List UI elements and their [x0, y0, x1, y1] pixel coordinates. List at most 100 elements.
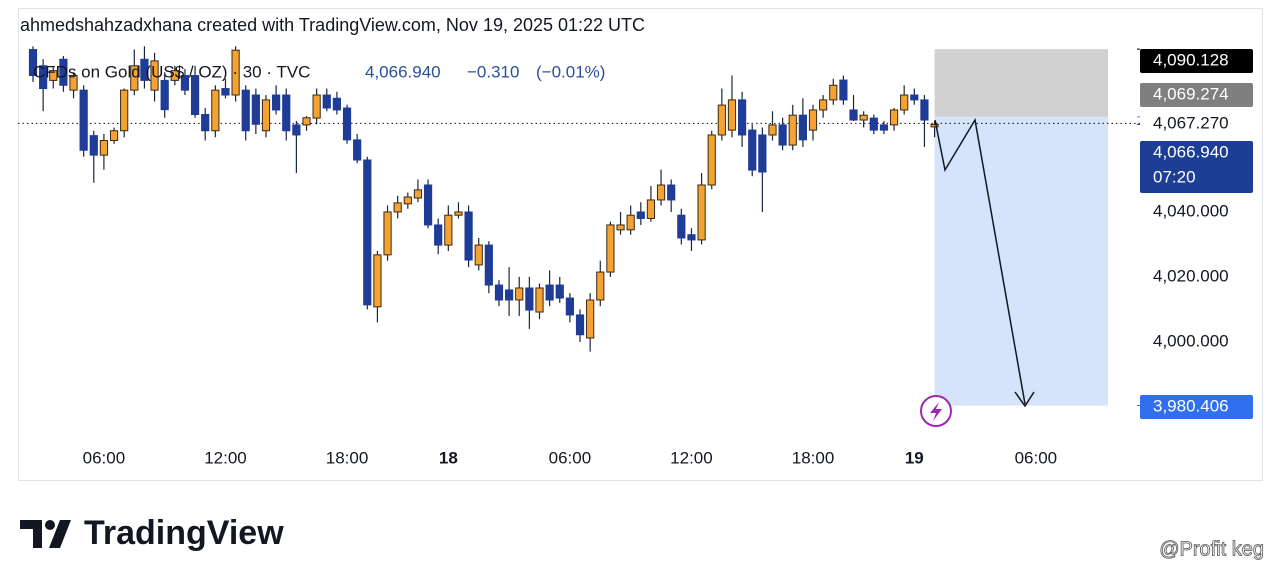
- candle-down: [484, 244, 493, 286]
- candle-down: [423, 184, 433, 226]
- x-tick-label: 18:00: [792, 448, 835, 467]
- candle-up: [261, 99, 271, 132]
- candle-up: [130, 65, 139, 91]
- candle-down: [545, 284, 554, 301]
- candle-down: [160, 79, 169, 111]
- candle-up: [474, 244, 483, 266]
- x-tick-label: 18:00: [326, 448, 369, 467]
- candle-down: [849, 109, 858, 121]
- header: ahmedshahzadxhana created with TradingVi…: [20, 15, 645, 35]
- candle-down: [353, 139, 362, 161]
- candle-down: [241, 89, 250, 132]
- y-tick-label: 4,040.000: [1153, 201, 1229, 220]
- candle-up: [900, 94, 909, 111]
- candle-up: [302, 117, 311, 126]
- candle-down: [920, 99, 929, 121]
- candle-down: [342, 107, 352, 141]
- target-box: [1140, 395, 1253, 419]
- candle-up: [727, 99, 737, 131]
- candle-down: [464, 211, 473, 261]
- x-tick-label: 12:00: [670, 448, 713, 467]
- candle-up: [606, 224, 615, 273]
- candle-down: [282, 94, 291, 132]
- candle-up: [109, 130, 119, 142]
- candle-up: [49, 70, 58, 81]
- candle-up: [413, 189, 423, 199]
- candle-down: [687, 234, 696, 241]
- price-line-label: 4,067.270: [1153, 113, 1229, 132]
- candle-down: [140, 58, 149, 81]
- brand: TradingView: [84, 514, 284, 552]
- candle-down: [59, 58, 68, 86]
- candle-down: [555, 284, 564, 299]
- candle-up: [383, 211, 392, 256]
- candle-up: [393, 202, 402, 213]
- candle-down: [363, 159, 372, 306]
- candle-up: [454, 211, 463, 216]
- candle-up: [150, 60, 159, 91]
- candle-up: [170, 70, 179, 81]
- candle-up: [788, 114, 797, 146]
- last-box: [1140, 141, 1253, 193]
- candle-down: [332, 97, 341, 111]
- entry-label: 4,069.274: [1153, 84, 1229, 103]
- candle-up: [707, 134, 716, 186]
- chart-frame: [18, 8, 1263, 481]
- x-tick-label: 19: [905, 448, 924, 467]
- candle-up: [373, 254, 382, 308]
- candle-up: [616, 224, 625, 231]
- candle-up: [656, 184, 666, 201]
- change-pct: (−0.01%): [536, 62, 605, 81]
- candle-up: [99, 140, 109, 156]
- candle-down: [575, 314, 585, 336]
- candle-down: [869, 117, 878, 131]
- candle-up: [535, 287, 544, 313]
- candle-up: [646, 199, 656, 219]
- x-tick-label: 06:00: [549, 448, 592, 467]
- logo: [20, 520, 71, 548]
- candle-up: [586, 299, 595, 339]
- y-tick-label: 4,020.000: [1153, 266, 1229, 285]
- candle-up: [829, 84, 838, 101]
- candle-up: [697, 184, 706, 241]
- x-tick-label: 06:00: [83, 448, 126, 467]
- candle-up: [626, 214, 635, 231]
- candle-down: [525, 287, 534, 311]
- stop-box: [1140, 49, 1253, 73]
- candle-down: [798, 114, 807, 141]
- candle-down: [322, 94, 331, 109]
- candle-down: [636, 211, 645, 219]
- candle-down: [28, 49, 38, 77]
- last-price: 4,066.940: [365, 62, 441, 81]
- candle-down: [221, 88, 230, 96]
- candle-up: [69, 75, 78, 91]
- candle-down: [180, 75, 190, 91]
- candle-down: [201, 114, 210, 132]
- candle-down: [272, 94, 281, 111]
- candle-down: [839, 79, 848, 101]
- watermark: @Profit keg: [1159, 538, 1264, 560]
- candle-down: [292, 124, 301, 136]
- entry-box: [1140, 83, 1253, 107]
- target-label: 3,980.406: [1153, 396, 1229, 415]
- y-tick-label: 4,000.000: [1153, 331, 1229, 350]
- drawn-arrow: [934, 117, 1026, 405]
- candle-down: [505, 289, 514, 301]
- candle-down: [494, 284, 504, 301]
- plot-area: 4,040.000 4,020.000 4,000.000 06:00 12:00 18:…: [18, 46, 1229, 467]
- candle-up: [515, 287, 524, 301]
- symbol: CFDs on Gold (US$ / OZ) · 30 · TVC: [33, 62, 310, 81]
- candle-down: [190, 75, 200, 116]
- candle-down: [738, 99, 747, 136]
- alert-bolt: [930, 402, 942, 421]
- candle-down: [434, 224, 443, 246]
- arrow-head: [1014, 391, 1035, 408]
- candle-up: [596, 271, 605, 301]
- candle-up: [889, 109, 899, 126]
- candle-down: [79, 89, 88, 151]
- candle-down: [758, 134, 767, 173]
- candle-down: [879, 124, 889, 131]
- candle-down: [778, 124, 787, 146]
- candle-down: [667, 184, 676, 201]
